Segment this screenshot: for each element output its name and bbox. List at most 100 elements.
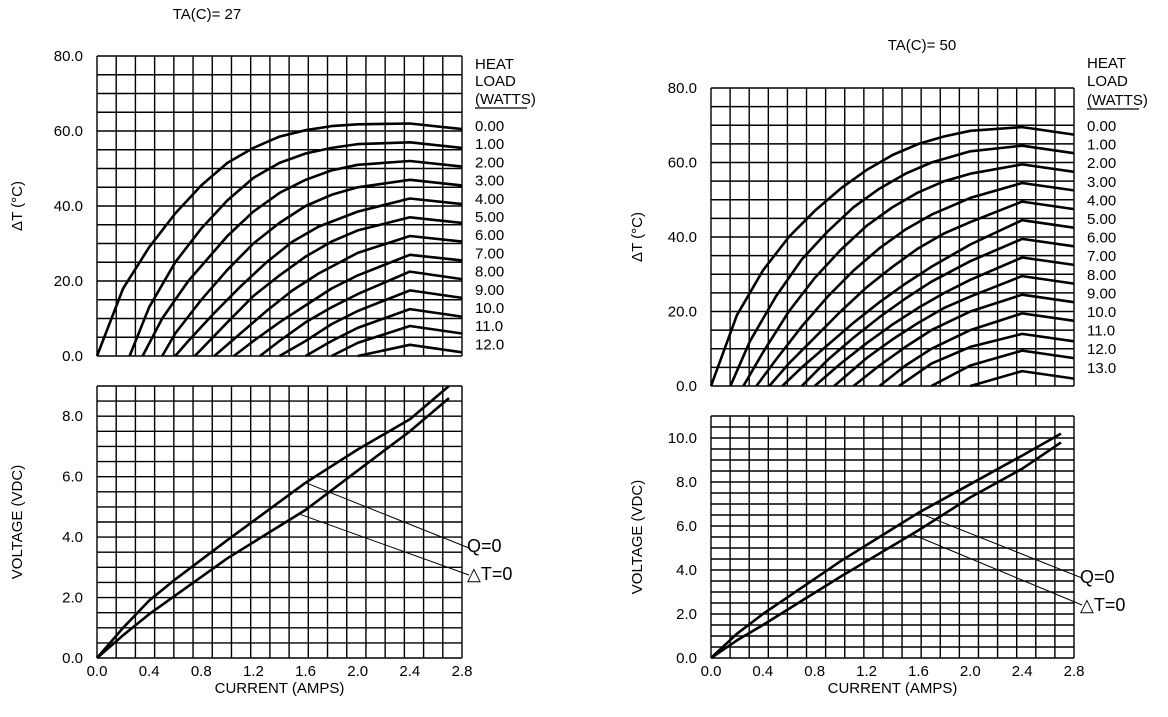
y-axis-label: VOLTAGE (VDC) xyxy=(9,465,26,579)
series-line-13-0 xyxy=(969,369,1075,388)
y-tick-label: 6.0 xyxy=(676,518,697,535)
legend-entry: 11.0 xyxy=(1087,323,1115,340)
legend-title-line: (WATTS) xyxy=(475,91,536,108)
chart-title: TA(C)= 50 xyxy=(888,37,957,54)
x-axis-label: CURRENT (AMPS) xyxy=(215,680,345,697)
delta-t-zero-leader-line xyxy=(298,513,470,576)
chart-2: TA(C)= 50 0.0 20.0 40.0 60.0 80.0 ΔT (°C) 0.0 2.… xyxy=(629,37,1148,697)
x-tick-label: 2.4 xyxy=(399,663,420,680)
legend-entry: 0.00 xyxy=(475,118,504,135)
series-line-7-00 xyxy=(813,256,1075,387)
y-axis-label: ΔT (°C) xyxy=(629,212,646,262)
x-tick-label: 2.0 xyxy=(347,663,368,680)
legend-entry: 1.00 xyxy=(1087,137,1116,154)
legend-entry: 8.00 xyxy=(475,264,504,281)
y-tick-label: 0.0 xyxy=(676,378,697,395)
q-zero-annotation: Q=0 xyxy=(467,536,502,556)
legend-entry: 7.00 xyxy=(475,245,504,262)
q-zero-annotation: Q=0 xyxy=(1080,567,1115,587)
y-tick-label: 8.0 xyxy=(62,408,83,425)
series-line-1-00 xyxy=(128,141,463,357)
y-tick-label: 60.0 xyxy=(668,155,697,172)
legend-entry: 4.00 xyxy=(475,191,504,208)
y-tick-label: 6.0 xyxy=(62,469,83,486)
x-tick-label: 0.8 xyxy=(191,663,212,680)
x-tick-label: 2.4 xyxy=(1012,663,1033,680)
series-line-12-0 xyxy=(357,343,463,358)
series-line--T-0 xyxy=(96,397,450,659)
series-line-9-00 xyxy=(278,289,463,358)
y-tick-label: 2.0 xyxy=(676,606,697,623)
legend-entry: 9.00 xyxy=(1087,285,1116,302)
y-tick-label: 8.0 xyxy=(676,474,697,491)
legend-entry: 6.00 xyxy=(475,227,504,244)
series-line--T-0 xyxy=(710,441,1062,660)
x-tick-label: 2.8 xyxy=(452,663,473,680)
series-line-3-00 xyxy=(161,178,463,357)
y-axis-label: VOLTAGE (VDC) xyxy=(629,480,646,594)
delta-t-zero-annotation: △T=0 xyxy=(1080,595,1125,615)
y-tick-label: 40.0 xyxy=(668,229,697,246)
legend-title-line: (WATTS) xyxy=(1087,92,1148,109)
legend-title-line: HEAT xyxy=(475,56,514,73)
series-line-10-0 xyxy=(878,312,1075,388)
series-line-8-00 xyxy=(833,274,1075,387)
legend-title-line: HEAT xyxy=(1087,55,1126,72)
series-line-4-00 xyxy=(768,200,1075,387)
series-line-1-00 xyxy=(729,144,1075,387)
x-tick-label: 1.2 xyxy=(856,663,877,680)
series-line-2-00 xyxy=(141,159,463,357)
x-tick-label: 0.8 xyxy=(804,663,825,680)
y-tick-label: 2.0 xyxy=(62,590,83,607)
series-line-7-00 xyxy=(233,253,463,358)
x-tick-label: 0.4 xyxy=(752,663,773,680)
series-line-2-00 xyxy=(742,163,1075,387)
y-tick-label: 10.0 xyxy=(668,430,697,447)
y-tick-label: 80.0 xyxy=(54,48,83,65)
x-tick-label: 1.2 xyxy=(243,663,264,680)
voltage-panel: 0.0 2.0 4.0 6.0 8.0 10.0 VOLTAGE (VDC) 0.0 0.4 0.… xyxy=(629,415,1085,697)
legend-entry: 11.0 xyxy=(475,318,503,335)
legend-entry: 4.00 xyxy=(1087,192,1116,209)
legend-entry: 5.00 xyxy=(475,209,504,226)
y-tick-label: 60.0 xyxy=(54,123,83,140)
legend-entry: 2.00 xyxy=(1087,155,1116,172)
x-tick-label: 0.0 xyxy=(87,663,108,680)
legend-entry: 2.00 xyxy=(475,154,504,171)
voltage-panel: 0.0 2.0 4.0 6.0 8.0 VOLTAGE (VDC) 0.0 0.4 0.8 1.2… xyxy=(9,385,473,697)
legend-entry: 12.0 xyxy=(475,336,504,353)
legend-entry: 13.0 xyxy=(1087,360,1116,377)
x-axis-label: CURRENT (AMPS) xyxy=(828,680,958,697)
x-tick-label: 0.4 xyxy=(139,663,160,680)
series-line-10-0 xyxy=(304,307,463,358)
chart-1: TA(C)= 27 0.0 20.0 40.0 60.0 80.0 ΔT (°C) 0.0 2.… xyxy=(9,6,536,697)
legend-entry: 1.00 xyxy=(475,136,504,153)
delta-t-panel: 0.0 20.0 40.0 60.0 80.0 ΔT (°C) xyxy=(629,80,1075,395)
y-tick-label: 20.0 xyxy=(668,304,697,321)
legend-entry: 12.0 xyxy=(1087,341,1116,358)
series-line-8-00 xyxy=(259,270,463,358)
series-line-11-0 xyxy=(898,332,1075,388)
x-tick-label: 1.6 xyxy=(908,663,929,680)
y-tick-label: 0.0 xyxy=(62,650,83,667)
legend-entry: 6.00 xyxy=(1087,230,1116,247)
legend-entry: 0.00 xyxy=(1087,118,1116,135)
series-line-6-00 xyxy=(800,237,1075,387)
series-line-0-00 xyxy=(709,125,1075,387)
x-tick-label: 2.8 xyxy=(1064,663,1085,680)
chart-title: TA(C)= 27 xyxy=(173,6,242,23)
legend-entry: 8.00 xyxy=(1087,267,1116,284)
delta-t-panel: 0.0 20.0 40.0 60.0 80.0 ΔT (°C) xyxy=(9,48,463,365)
x-tick-label: 2.0 xyxy=(960,663,981,680)
y-tick-label: 4.0 xyxy=(676,562,697,579)
delta-t-zero-annotation: △T=0 xyxy=(467,564,512,584)
legend-entry: 3.00 xyxy=(1087,174,1116,191)
x-tick-label: 1.6 xyxy=(295,663,316,680)
series-line-5-00 xyxy=(193,216,463,357)
series-line-3-00 xyxy=(755,181,1075,387)
series-line-6-00 xyxy=(213,234,463,357)
legend-entry: 7.00 xyxy=(1087,248,1116,265)
legend-entry: 10.0 xyxy=(1087,304,1116,321)
